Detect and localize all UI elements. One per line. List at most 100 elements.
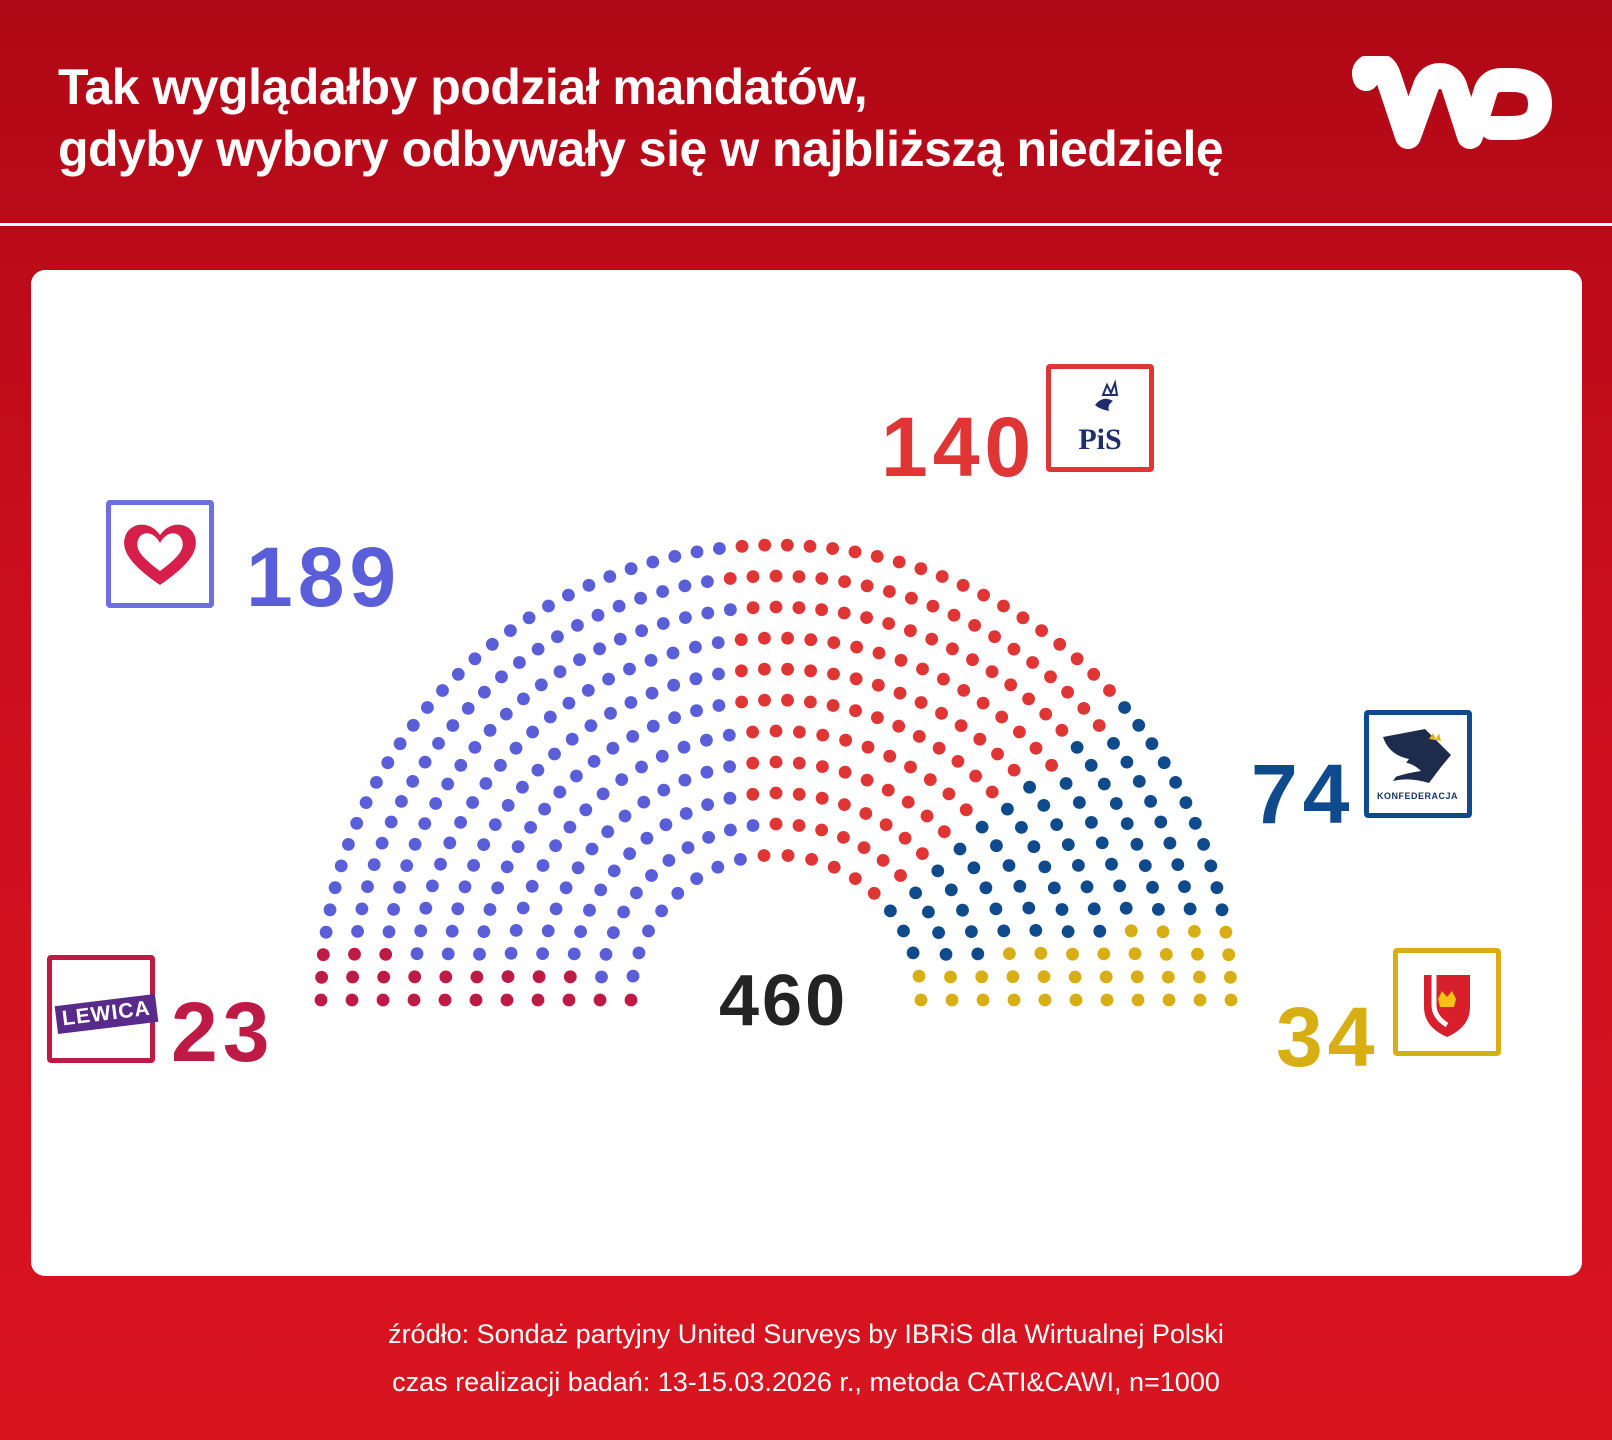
seat-dot	[604, 706, 617, 720]
seat-dot	[944, 970, 957, 984]
seat-dot	[346, 970, 359, 984]
seat-dot	[1178, 880, 1191, 893]
seat-dot	[860, 611, 873, 624]
seat-dot	[667, 678, 681, 692]
seat-dot	[988, 630, 1001, 644]
seat-dot	[942, 787, 956, 801]
seat-dot	[1047, 881, 1061, 895]
seat-dot	[975, 820, 989, 834]
seat-dot	[504, 946, 518, 960]
seat-dot	[944, 883, 958, 897]
seat-dot	[334, 859, 348, 873]
seat-dot	[700, 765, 714, 779]
seat-dot	[1224, 970, 1237, 984]
seat-dot	[1022, 692, 1035, 706]
seat-dot	[470, 970, 484, 984]
seat-dot	[393, 737, 407, 751]
seat-dot	[485, 637, 499, 651]
seat-dot	[1037, 799, 1051, 812]
seat-dot	[516, 901, 530, 915]
seat-dot	[419, 901, 433, 915]
seat-dot	[951, 755, 965, 768]
seat-dot	[1156, 925, 1170, 939]
seat-dot	[376, 993, 390, 1007]
seat-dot	[861, 740, 875, 754]
seat-dot	[375, 836, 389, 850]
seat-dot	[965, 925, 978, 938]
seat-dot	[957, 684, 971, 697]
seat-dot	[1210, 881, 1224, 895]
seat-dot	[562, 588, 575, 602]
seat-dot	[723, 760, 736, 773]
seat-dot	[932, 926, 945, 939]
header: Tak wyglądałby podział mandatów, gdyby w…	[0, 0, 1612, 226]
seat-dot	[995, 710, 1009, 724]
seat-dot	[1100, 993, 1114, 1007]
seat-dot	[655, 749, 669, 763]
seat-dot	[446, 719, 460, 732]
seat-dot	[1130, 837, 1144, 851]
seat-dot	[758, 693, 771, 707]
seat-dot	[860, 773, 874, 787]
pis-seats: 140	[881, 400, 1037, 494]
seat-dot	[734, 853, 747, 866]
seat-dot	[837, 606, 851, 620]
seat-dot	[711, 636, 725, 649]
seat-dot	[350, 816, 364, 830]
seat-dot	[563, 970, 577, 984]
seat-dot	[975, 970, 989, 984]
seat-dot	[531, 993, 545, 1007]
seat-dot	[1027, 840, 1041, 854]
kkp-seats: 34	[1276, 990, 1380, 1084]
seat-dot	[408, 837, 422, 851]
seat-dot	[640, 831, 654, 845]
seat-dot	[526, 725, 539, 739]
seat-dot	[780, 538, 794, 552]
seat-dot	[1188, 925, 1201, 938]
seat-dot	[441, 777, 455, 791]
seat-dot	[985, 785, 999, 799]
page-title: Tak wyglądałby podział mandatów, gdyby w…	[58, 56, 1224, 180]
seat-dot	[871, 711, 884, 725]
seat-dot	[916, 847, 929, 860]
kkp-logo	[1393, 948, 1501, 1056]
seat-dot	[382, 925, 396, 939]
seat-dot	[792, 787, 806, 801]
seat-dot	[792, 819, 806, 832]
seat-dot	[1001, 802, 1014, 816]
seat-dot	[429, 797, 443, 810]
seat-dot	[1023, 780, 1036, 794]
seat-dot	[700, 733, 713, 747]
konfederacja-logo: KONFEDERACJA	[1364, 710, 1472, 818]
seat-dot	[439, 970, 453, 984]
seat-dot	[414, 924, 428, 938]
seat-dot	[549, 839, 562, 853]
seat-dot	[838, 575, 851, 588]
seat-dot	[582, 578, 596, 592]
seat-dot	[1073, 796, 1086, 809]
seat-dot	[879, 818, 893, 832]
seat-dot	[701, 798, 714, 811]
seat-dot	[857, 841, 871, 854]
seat-dot	[538, 802, 551, 816]
title-line-2: gdyby wybory odbywały się w najbliższą n…	[58, 121, 1224, 177]
seat-dot	[849, 704, 862, 718]
seat-dot	[381, 756, 395, 770]
seat-dot	[722, 728, 736, 742]
seat-dot	[959, 803, 973, 817]
seat-dot	[645, 686, 659, 700]
seat-dot	[1085, 816, 1098, 829]
lewica-seats: 23	[171, 985, 275, 1079]
seat-dot	[1144, 795, 1157, 808]
lewica-logo: LEWICA	[47, 955, 159, 1063]
seat-dot	[613, 632, 627, 646]
seat-dot	[596, 787, 610, 801]
seat-dot	[1084, 758, 1098, 772]
seat-dot	[746, 570, 760, 583]
seat-dot	[894, 653, 908, 667]
seat-dot	[690, 545, 704, 559]
seat-dot	[781, 849, 795, 862]
seat-dot	[1099, 970, 1113, 984]
seat-dot	[746, 819, 760, 832]
seat-dot	[1183, 902, 1197, 916]
